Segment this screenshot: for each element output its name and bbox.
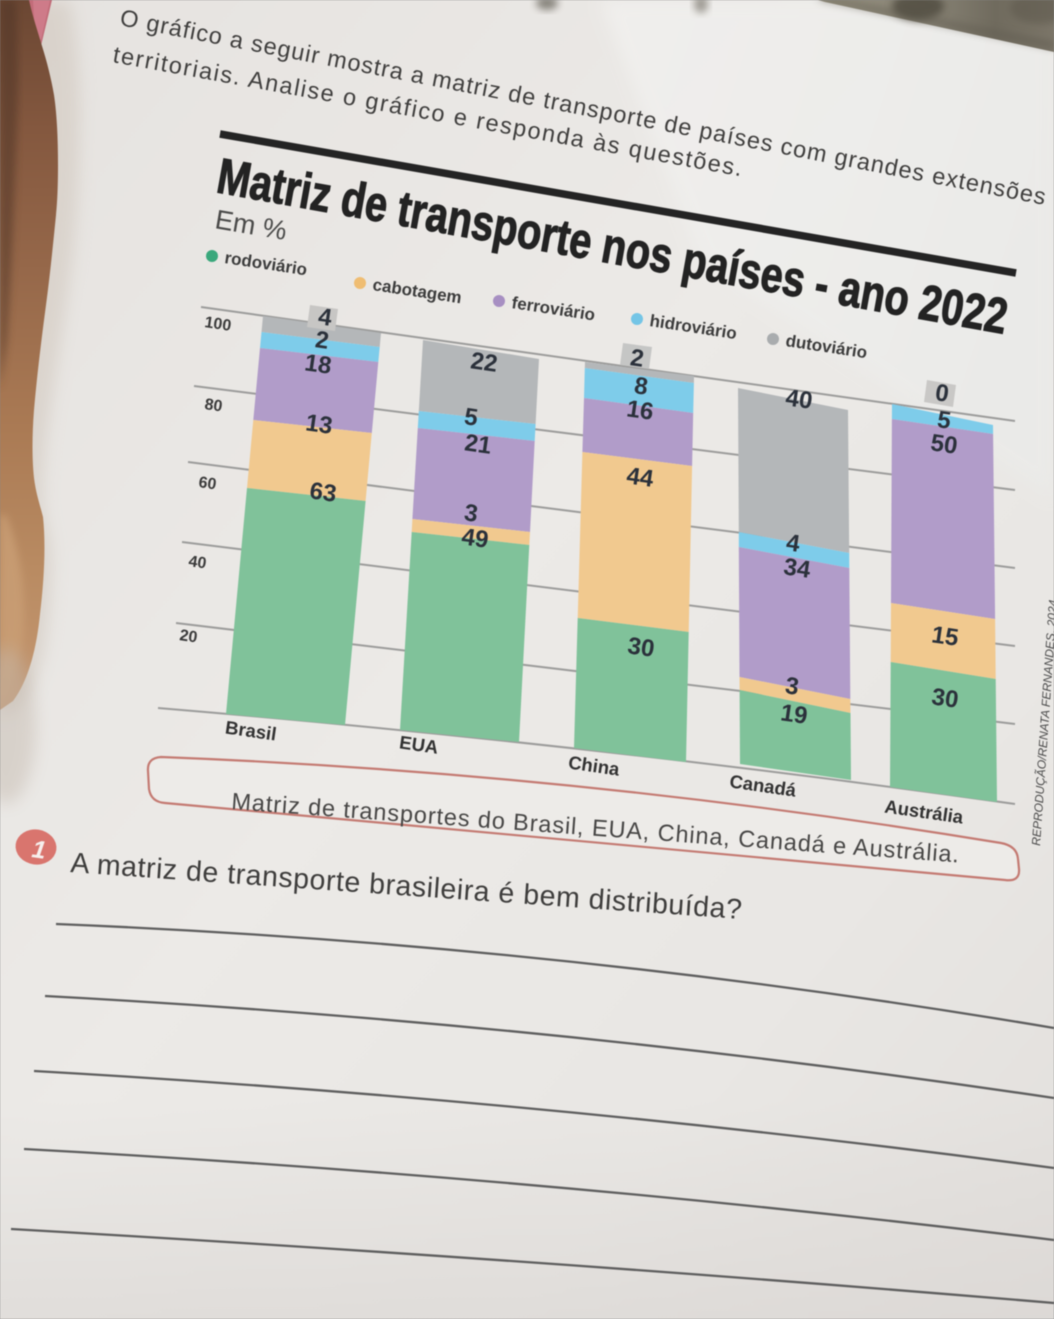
svg-text:60: 60: [197, 474, 217, 493]
svg-text:5: 5: [463, 403, 480, 432]
svg-text:44: 44: [625, 462, 656, 493]
svg-text:3: 3: [463, 499, 480, 528]
svg-text:30: 30: [930, 683, 960, 714]
svg-text:16: 16: [625, 395, 655, 426]
svg-text:40: 40: [784, 384, 814, 415]
svg-text:21: 21: [463, 429, 493, 460]
svg-text:34: 34: [782, 553, 813, 584]
svg-text:4: 4: [785, 529, 803, 558]
svg-text:100: 100: [203, 314, 232, 335]
svg-text:80: 80: [203, 396, 223, 415]
svg-text:4: 4: [317, 303, 335, 332]
svg-text:40: 40: [187, 553, 207, 572]
svg-text:8: 8: [633, 372, 650, 401]
svg-text:1: 1: [30, 835, 48, 865]
svg-text:15: 15: [930, 621, 960, 652]
svg-text:13: 13: [304, 409, 334, 440]
svg-text:20: 20: [178, 627, 198, 646]
svg-text:0: 0: [934, 379, 951, 408]
svg-text:5: 5: [936, 406, 953, 435]
svg-text:18: 18: [303, 349, 333, 380]
svg-text:63: 63: [308, 477, 338, 508]
svg-text:49: 49: [460, 523, 490, 554]
svg-text:3: 3: [784, 672, 801, 701]
svg-text:2: 2: [629, 344, 646, 373]
svg-text:50: 50: [929, 429, 959, 460]
svg-text:22: 22: [469, 347, 499, 378]
svg-text:19: 19: [779, 699, 809, 730]
svg-text:2: 2: [314, 326, 331, 355]
svg-text:30: 30: [626, 632, 656, 663]
